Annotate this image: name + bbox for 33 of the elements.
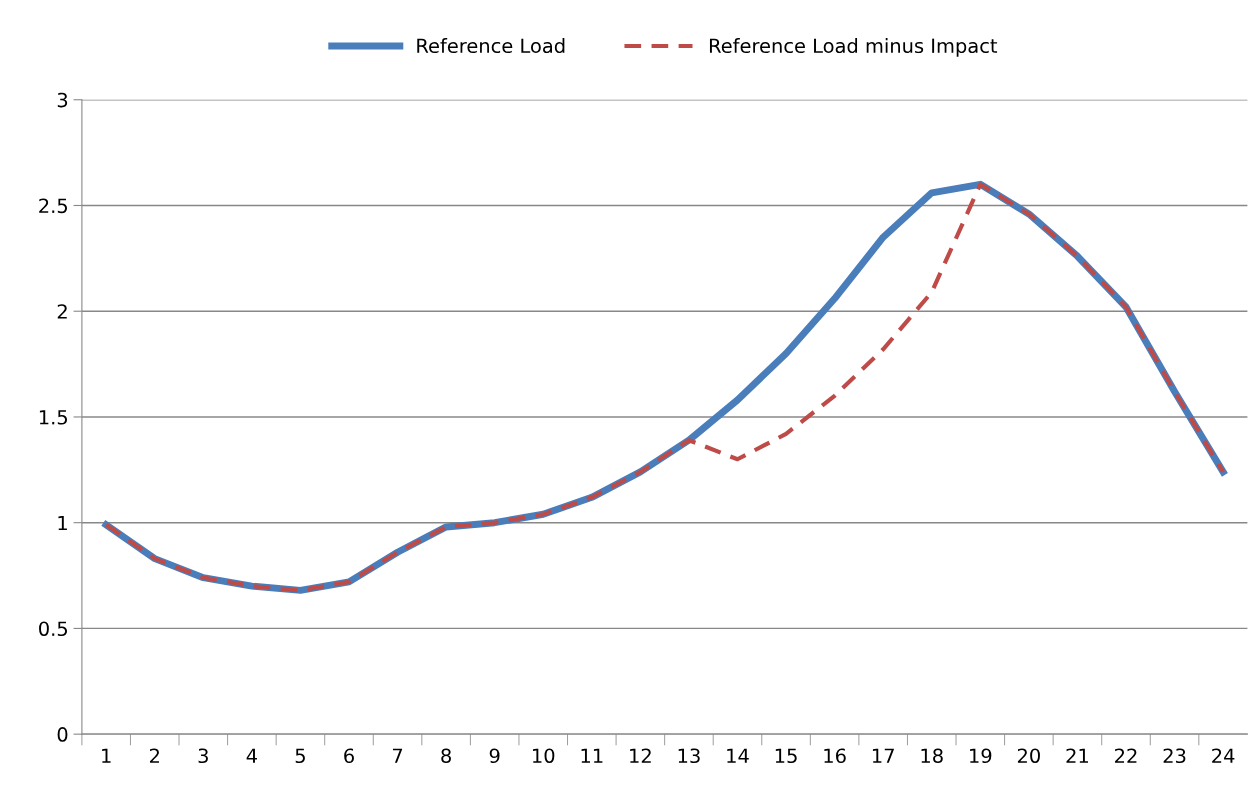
x-tick-label: 19: [970, 748, 992, 764]
y-tick-label: 1.5: [39, 410, 68, 425]
x-tick-label: 15: [775, 748, 797, 764]
y-tick-label: 2: [57, 304, 67, 319]
x-tick-label: 23: [1163, 748, 1186, 764]
y-tick-label: 1: [58, 515, 67, 531]
x-tick-label: 16: [824, 748, 846, 764]
x-tick-label: 9: [489, 748, 500, 764]
y-tick-label: 0.5: [39, 621, 68, 637]
x-tick-label: 11: [581, 748, 603, 763]
x-tick-label: 10: [533, 748, 555, 764]
x-tick-label: 24: [1212, 748, 1235, 763]
x-tick-label: 5: [295, 748, 305, 764]
y-tick-label: 3: [57, 92, 68, 108]
x-tick-label: 2: [149, 748, 159, 763]
x-tick-label: 18: [921, 748, 943, 764]
x-tick-label: 17: [872, 748, 894, 763]
x-tick-label: 7: [392, 748, 403, 763]
x-tick-label: 20: [1017, 748, 1040, 764]
y-tick-label: 0: [57, 727, 68, 742]
x-tick-label: 4: [246, 748, 257, 763]
x-tick-label: 1: [102, 748, 111, 763]
legend-label: Reference Load minus Impact: [709, 38, 998, 57]
x-tick-label: 3: [198, 748, 208, 764]
x-tick-label: 21: [1066, 748, 1089, 763]
x-tick-label: 12: [630, 748, 651, 763]
x-tick-label: 22: [1115, 748, 1137, 763]
x-tick-label: 8: [441, 748, 451, 764]
y-tick-label: 2.5: [39, 198, 68, 214]
x-tick-label: 6: [344, 748, 354, 764]
x-tick-label: 13: [678, 748, 700, 764]
legend-label: Reference Load: [417, 38, 565, 54]
x-tick-label: 14: [727, 748, 749, 763]
